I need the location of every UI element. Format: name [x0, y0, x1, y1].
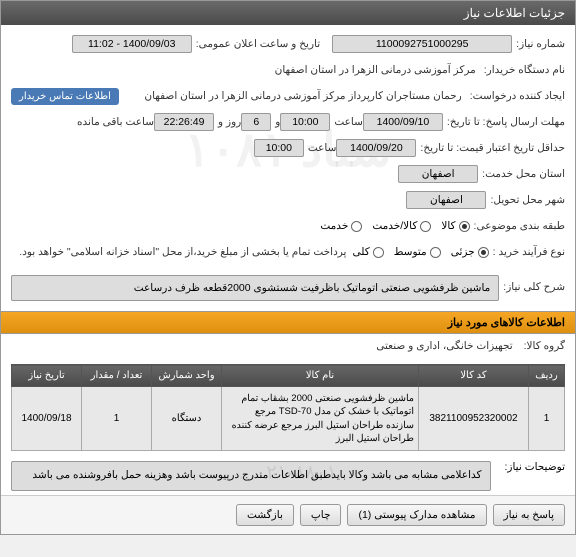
- process-radios: جزئی متوسط کلی: [352, 246, 488, 258]
- summary-text: ماشین ظرفشویی صنعتی اتوماتیک باظرفیت شست…: [11, 275, 499, 301]
- process-label: نوع فرآیند خرید :: [493, 246, 565, 258]
- radio-kala[interactable]: کالا: [441, 220, 469, 232]
- cell-name: ماشین ظرفشویی صنعتی 2000 بشقاب تمام اتوم…: [222, 387, 419, 451]
- col-date: تاریخ نیاز: [12, 365, 82, 387]
- radio-dot-icon: [478, 247, 489, 258]
- radio-dot-icon: [459, 221, 470, 232]
- cell-unit: دستگاه: [152, 387, 222, 451]
- cell-idx: 1: [529, 387, 565, 451]
- cell-code: 3821100952320002: [419, 387, 529, 451]
- radio-koli[interactable]: کلی: [352, 246, 383, 258]
- col-code: کد کالا: [419, 365, 529, 387]
- deadline-time: 10:00: [280, 113, 330, 131]
- radio-dot-icon: [351, 221, 362, 232]
- table-row[interactable]: 1 3821100952320002 ماشین ظرفشویی صنعتی 2…: [12, 387, 565, 451]
- panel-title: جزئیات اطلاعات نیاز: [1, 1, 575, 25]
- need-no-label: شماره نیاز:: [516, 38, 565, 50]
- category-radios: کالا کالا/خدمت خدمت: [320, 220, 469, 232]
- time-label-2: ساعت: [308, 142, 337, 154]
- creator-label: ایجاد کننده درخواست:: [470, 90, 565, 102]
- deadline-date: 1400/09/10: [363, 113, 443, 131]
- group-text: تجهیزات خانگی، اداری و صنعتی: [376, 340, 512, 352]
- radio-dot-icon: [420, 221, 431, 232]
- summary-label: شرح کلی نیاز:: [503, 275, 565, 293]
- radio-kala-khedmat[interactable]: کالا/خدمت: [372, 220, 431, 232]
- days-value: 6: [241, 113, 271, 131]
- details-panel: جزئیات اطلاعات نیاز ستاد ۱۰۸۱ شماره نیاز…: [0, 0, 576, 535]
- radio-motevaset[interactable]: متوسط: [394, 246, 441, 258]
- need-no-value: 1100092751000295: [332, 35, 512, 53]
- day-label: روز و: [218, 116, 241, 128]
- radio-khedmat[interactable]: خدمت: [320, 220, 362, 232]
- category-label: طبقه بندی موضوعی:: [474, 220, 565, 232]
- time-label-1: ساعت: [334, 116, 363, 128]
- items-table: ردیف کد کالا نام کالا واحد شمارش تعداد /…: [11, 364, 565, 451]
- col-qty: تعداد / مقدار: [82, 365, 152, 387]
- announce-label: تاریخ و ساعت اعلان عمومی:: [196, 38, 320, 50]
- service-city: اصفهان: [398, 165, 478, 183]
- remain-label: ساعت باقی مانده: [77, 116, 154, 128]
- radio-jozi[interactable]: جزئی: [451, 246, 489, 258]
- back-button[interactable]: بازگشت: [236, 504, 294, 526]
- credit-label: حداقل تاریخ اعتبار قیمت: تا تاریخ:: [420, 142, 565, 154]
- attachments-button[interactable]: مشاهده مدارک پیوستی (1): [347, 504, 486, 526]
- cell-qty: 1: [82, 387, 152, 451]
- cell-date: 1400/09/18: [12, 387, 82, 451]
- group-row: گروه کالا: تجهیزات خانگی، اداری و صنعتی: [1, 334, 575, 358]
- radio-dot-icon: [430, 247, 441, 258]
- desc-text: کداعلامی مشابه می باشد وکالا بایدطبق اطل…: [11, 461, 491, 491]
- delivery-city: اصفهان: [406, 191, 486, 209]
- col-unit: واحد شمارش: [152, 365, 222, 387]
- buyer-value: مرکز آموزشی درمانی الزهرا در استان اصفها…: [275, 64, 476, 76]
- form-area: ستاد ۱۰۸۱ شماره نیاز: 1100092751000295 ت…: [1, 25, 575, 275]
- payment-note: پرداخت تمام یا بخشی از مبلغ خرید،از محل …: [19, 246, 346, 258]
- delivery-city-label: شهر محل تحویل:: [490, 194, 565, 206]
- buyer-label: نام دستگاه خریدار:: [484, 64, 565, 76]
- col-idx: ردیف: [529, 365, 565, 387]
- remain-time: 22:26:49: [154, 113, 214, 131]
- contact-link[interactable]: اطلاعات تماس خریدار: [11, 88, 119, 105]
- items-header: اطلاعات کالاهای مورد نیاز: [1, 311, 575, 334]
- credit-time: 10:00: [254, 139, 304, 157]
- creator-value: رحمان مستاجران کارپرداز مرکز آموزشی درما…: [144, 90, 461, 102]
- group-label: گروه کالا:: [524, 340, 565, 352]
- radio-dot-icon: [373, 247, 384, 258]
- footer-buttons: پاسخ به نیاز مشاهده مدارک پیوستی (1) چاپ…: [1, 495, 575, 534]
- desc-label: توضیحات نیاز:: [505, 461, 566, 473]
- table-header-row: ردیف کد کالا نام کالا واحد شمارش تعداد /…: [12, 365, 565, 387]
- deadline-label: مهلت ارسال پاسخ: تا تاریخ:: [447, 116, 565, 128]
- credit-date: 1400/09/20: [336, 139, 416, 157]
- reply-button[interactable]: پاسخ به نیاز: [493, 504, 565, 526]
- print-button[interactable]: چاپ: [300, 504, 342, 526]
- announce-value: 1400/09/03 - 11:02: [72, 35, 192, 53]
- col-name: نام کالا: [222, 365, 419, 387]
- and-label: و: [275, 116, 280, 128]
- service-city-label: استان محل خدمت:: [482, 168, 565, 180]
